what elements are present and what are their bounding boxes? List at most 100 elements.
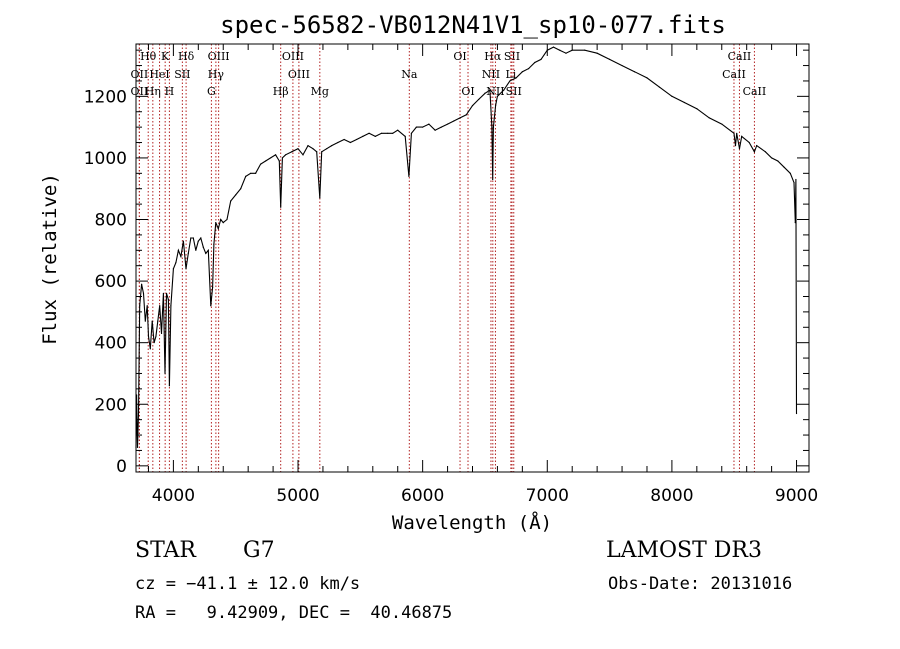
line-label-25: CaII <box>728 50 752 63</box>
spectrum-point-81 <box>404 135 406 137</box>
spectrum-point-62 <box>302 154 304 156</box>
spectrum-point-15 <box>159 305 161 307</box>
spectrum-point-74 <box>362 135 364 137</box>
spectrum-point-13 <box>155 335 157 338</box>
spectrum-point-42 <box>217 228 219 230</box>
spectrum-point-10 <box>149 348 151 350</box>
spectral-subclass: G7 <box>243 538 275 563</box>
spectrum-point-25 <box>177 249 179 251</box>
line-label-23: Li <box>505 68 516 81</box>
line-label-15: Mg <box>311 85 329 98</box>
spectrum-line <box>135 46 798 448</box>
spectrum-point-98 <box>492 178 494 181</box>
line-label-22: SII <box>504 50 520 63</box>
spectrum-point-3 <box>137 412 140 415</box>
y-tick-label-600: 600 <box>95 272 127 292</box>
spectrum-point-133 <box>756 145 758 147</box>
y-tick-label-1000: 1000 <box>84 149 127 169</box>
spectrum-point-14 <box>157 320 159 322</box>
spectrum-point-21 <box>168 385 171 387</box>
spectrum-point-94 <box>478 98 480 101</box>
spectrum-point-85 <box>422 126 424 128</box>
line-label-8: Hδ <box>178 50 195 63</box>
spectrum-point-77 <box>380 132 383 134</box>
x-tick-label-8000: 8000 <box>650 486 693 506</box>
spectrum-point-29 <box>187 252 189 254</box>
spectrum-point-127 <box>734 145 737 147</box>
spectrum-point-75 <box>368 132 370 134</box>
spectrum-point-16 <box>160 332 163 335</box>
spectrum-point-137 <box>783 166 785 168</box>
y-tick-label-0: 0 <box>116 457 127 477</box>
spectrum-point-69 <box>331 145 333 147</box>
spectrum-point-72 <box>349 141 351 144</box>
spectrum-point-116 <box>608 58 611 60</box>
spectrum-point-97 <box>491 126 493 128</box>
spectrum-point-49 <box>245 175 247 178</box>
line-label-17: OI <box>453 50 466 63</box>
object-class: STAR <box>135 538 196 563</box>
x-tick-label-4000: 4000 <box>152 486 195 506</box>
spectrum-point-82 <box>408 175 410 178</box>
line-label-18: OI <box>461 85 474 98</box>
spectrum-point-136 <box>777 160 779 162</box>
spectrum-point-63 <box>307 145 309 147</box>
spectrum-point-39 <box>212 286 214 288</box>
spectrum-point-108 <box>540 58 542 60</box>
spectrum-point-122 <box>683 101 685 104</box>
spectrum-point-83 <box>410 132 413 134</box>
spectrum-point-130 <box>741 135 743 137</box>
spectrum-point-110 <box>552 46 555 48</box>
line-label-5: K <box>161 50 170 63</box>
spectrum-point-27 <box>182 240 184 242</box>
spectrum-point-142 <box>795 412 798 415</box>
line-label-19: Hα <box>484 50 502 63</box>
spectrum-point-123 <box>696 108 698 110</box>
plot-frame <box>135 43 810 473</box>
spectrum-point-131 <box>748 141 750 144</box>
spectrum-point-53 <box>265 160 267 162</box>
spectrum-point-28 <box>185 268 187 270</box>
line-label-26: CaII <box>722 68 746 81</box>
spectrum-point-2 <box>136 446 139 448</box>
spectrum-layer <box>135 46 798 448</box>
spectrum-point-124 <box>708 117 710 119</box>
spectrum-point-112 <box>565 52 567 54</box>
line-label-16: Na <box>401 68 418 81</box>
x-tick-label-9000: 9000 <box>775 486 818 506</box>
spectrum-point-103 <box>509 80 511 82</box>
spectrum-point-4 <box>139 305 141 307</box>
observation-date: Obs-Date: 20131016 <box>608 574 793 594</box>
spectrum-point-34 <box>200 237 202 239</box>
spectrum-point-22 <box>170 305 172 307</box>
spectrum-point-26 <box>180 255 182 258</box>
spectrum-point-43 <box>220 218 222 221</box>
x-tick-label-7000: 7000 <box>526 486 569 506</box>
spectrum-point-128 <box>736 132 738 134</box>
spectrum-point-68 <box>326 148 328 150</box>
axes-layer: 4000 5000 6000 7000 8000 9000 0 200 400 600 800 100… <box>84 44 818 506</box>
spectrum-point-24 <box>175 262 177 264</box>
spectrum-point-61 <box>297 148 299 150</box>
spectrum-point-23 <box>172 268 174 270</box>
x-tick-label-6000: 6000 <box>401 486 444 506</box>
line-label-12: Hβ <box>273 85 289 98</box>
spectrum-point-12 <box>153 342 155 344</box>
spectrum-point-129 <box>738 148 741 150</box>
line-label-24: SII <box>506 85 522 98</box>
spectrum-point-106 <box>527 68 530 70</box>
spectrum-point-57 <box>280 206 282 208</box>
line-label-0: Hθ <box>140 50 157 63</box>
spectrum-point-78 <box>387 132 389 134</box>
spectrum-point-111 <box>559 49 561 51</box>
spectrum-point-105 <box>521 71 523 73</box>
spectrum-point-114 <box>584 49 586 51</box>
y-tick-label-800: 800 <box>95 211 127 231</box>
spectrum-point-79 <box>392 132 394 134</box>
chart-title: spec-56582-VB012N41V1_sp10-077.fits <box>220 11 726 39</box>
spectrum-point-125 <box>721 123 723 125</box>
spectrum-point-115 <box>596 52 598 54</box>
spectrum-point-88 <box>440 126 442 128</box>
spectrum-point-141 <box>795 178 797 181</box>
